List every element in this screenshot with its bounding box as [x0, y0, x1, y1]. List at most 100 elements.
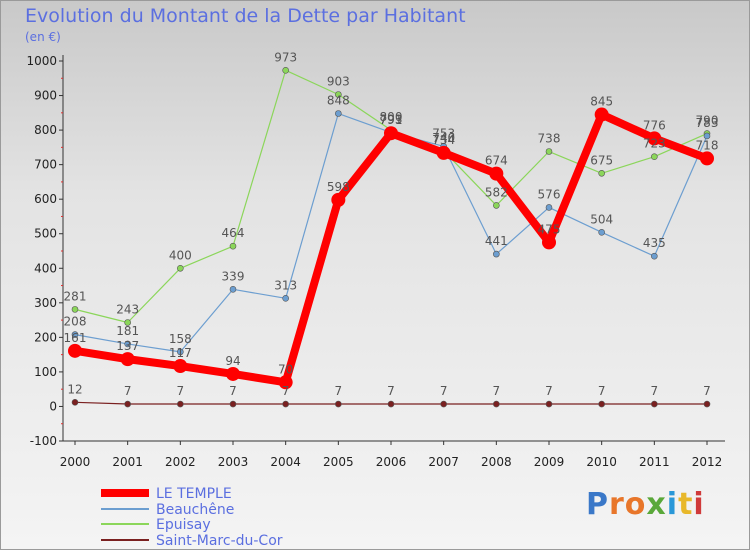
data-point — [545, 400, 553, 408]
data-point — [440, 400, 447, 408]
data-label: 723 — [643, 137, 666, 151]
data-label: 161 — [64, 331, 87, 345]
data-point — [651, 400, 658, 408]
y-tick-label: 200 — [34, 330, 57, 344]
x-tick-label: 2003 — [218, 455, 249, 469]
data-point — [384, 126, 398, 141]
data-label: 7 — [282, 384, 290, 398]
data-point — [493, 250, 500, 258]
legend-label: Beauchêne — [156, 502, 234, 518]
data-label: 734 — [432, 133, 455, 147]
data-point — [124, 340, 131, 348]
chart-subtitle: (en €) — [25, 30, 61, 44]
data-point — [68, 343, 82, 358]
data-label: 598 — [327, 180, 350, 194]
data-point — [387, 400, 395, 408]
x-tick-label: 2011 — [639, 455, 670, 469]
data-label: 791 — [380, 113, 403, 127]
x-tick-label: 2007 — [428, 455, 459, 469]
data-point — [542, 235, 556, 250]
data-label: 158 — [169, 332, 192, 346]
data-label: 208 — [64, 315, 87, 329]
data-point — [71, 399, 79, 406]
data-point — [594, 107, 609, 122]
data-label: 7 — [651, 384, 659, 398]
data-label: 281 — [64, 289, 87, 303]
data-point — [282, 295, 289, 302]
data-label: 181 — [116, 324, 139, 338]
legend-label: Saint-Marc-du-Cor — [156, 533, 283, 549]
data-point — [177, 400, 184, 408]
data-label: 845 — [590, 95, 613, 109]
data-label: 400 — [169, 248, 192, 262]
data-label: 903 — [327, 75, 350, 89]
data-label: 973 — [274, 50, 297, 64]
y-tick-label: 1000 — [26, 54, 57, 68]
data-label: 800 — [380, 110, 403, 124]
y-tick-label: 400 — [34, 261, 57, 275]
data-label: 7 — [703, 384, 711, 398]
x-tick-label: 2000 — [60, 455, 91, 469]
data-label: 441 — [485, 234, 508, 248]
chart-title: Evolution du Montant de la Dette par Hab… — [25, 5, 466, 27]
y-tick-label: 500 — [34, 227, 57, 241]
legend-label: Epuisay — [156, 517, 211, 533]
data-point — [493, 400, 500, 408]
data-label: 7 — [493, 384, 501, 398]
data-point — [177, 348, 184, 356]
data-label: 243 — [116, 303, 139, 317]
data-point — [489, 166, 504, 181]
data-label: 718 — [696, 138, 719, 152]
data-point — [335, 400, 342, 408]
x-tick-label: 2005 — [323, 455, 354, 469]
data-point — [282, 67, 289, 74]
data-point — [71, 306, 79, 313]
data-label: 137 — [116, 339, 139, 353]
y-tick-label: -100 — [30, 434, 57, 448]
data-point — [703, 132, 711, 140]
data-label: 674 — [485, 154, 508, 168]
data-label: 339 — [222, 269, 245, 283]
data-label: 790 — [696, 114, 719, 128]
data-label: 7 — [387, 384, 395, 398]
y-tick-label: 300 — [34, 296, 57, 310]
x-tick-label: 2009 — [534, 455, 565, 469]
data-point — [598, 400, 605, 408]
data-label: 94 — [225, 354, 240, 368]
y-tick-label: 600 — [34, 192, 57, 206]
x-tick-label: 2002 — [165, 455, 196, 469]
data-point — [703, 400, 711, 408]
data-label: 793 — [380, 113, 403, 127]
data-point — [331, 192, 346, 207]
data-label: 740 — [432, 131, 455, 145]
series-line-beauch-ne — [74, 112, 708, 353]
data-point — [647, 131, 662, 146]
data-point — [493, 202, 500, 209]
legend-label: LE TEMPLE — [156, 486, 232, 502]
data-label: 576 — [538, 187, 561, 201]
x-tick-label: 2004 — [270, 455, 301, 469]
data-point — [282, 400, 289, 408]
data-label: 738 — [538, 132, 561, 146]
data-point — [598, 229, 605, 236]
data-point — [229, 286, 237, 293]
data-point — [436, 145, 451, 160]
data-point — [278, 375, 293, 390]
data-label: 7 — [229, 384, 237, 398]
data-point — [335, 110, 342, 117]
y-tick-label: 0 — [49, 399, 57, 413]
data-label: 117 — [169, 346, 192, 360]
data-label: 313 — [274, 278, 297, 292]
x-tick-label: 2001 — [112, 455, 143, 469]
data-point — [177, 264, 184, 272]
proxiti-logo: Proxiti — [586, 487, 705, 522]
data-label: 675 — [590, 153, 613, 167]
data-point — [651, 153, 658, 160]
data-point — [700, 151, 714, 166]
x-tick-label: 2012 — [692, 455, 723, 469]
data-label: 848 — [327, 94, 350, 108]
y-tick-label: 800 — [34, 123, 57, 137]
data-point — [124, 319, 131, 326]
